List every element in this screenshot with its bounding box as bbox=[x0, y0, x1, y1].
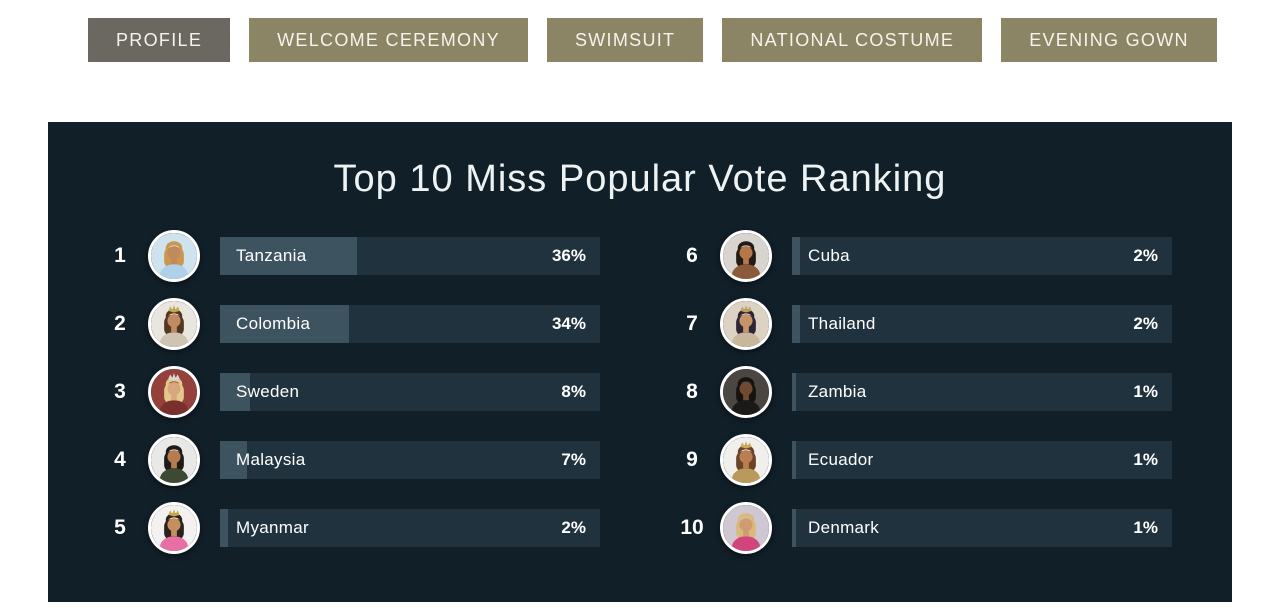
contestant-avatar bbox=[720, 502, 772, 554]
vote-bar-fill bbox=[220, 441, 247, 479]
contestant-avatar bbox=[148, 434, 200, 486]
percent-label: 34% bbox=[551, 314, 586, 333]
percent-label: 8% bbox=[561, 382, 586, 401]
vote-bar-fill bbox=[792, 237, 800, 275]
tab-label: WELCOME CEREMONY bbox=[277, 29, 500, 50]
vote-bar: Sweden 8% bbox=[220, 373, 600, 411]
popular-vote-panel: Top 10 Miss Popular Vote Ranking 1 Tanza… bbox=[48, 122, 1232, 602]
rank-number: 9 bbox=[686, 448, 698, 471]
tab-label: EVENING GOWN bbox=[1029, 29, 1189, 50]
vote-bar: Ecuador 1% bbox=[792, 441, 1172, 479]
country-label: Colombia bbox=[236, 314, 311, 333]
vote-bar: Colombia 34% bbox=[220, 305, 600, 343]
vote-bar: Myanmar 2% bbox=[220, 509, 600, 547]
percent-label: 1% bbox=[1133, 518, 1158, 537]
ranking-grid: 1 Tanzania 36% 2 Colombia 34% 3 Sweden 8… bbox=[100, 222, 1172, 562]
tab-national-costume[interactable]: NATIONAL COSTUME bbox=[722, 18, 983, 62]
contestant-avatar bbox=[148, 366, 200, 418]
rank-number: 4 bbox=[114, 448, 126, 471]
contestant-avatar bbox=[720, 230, 772, 282]
tab-label: PROFILE bbox=[116, 29, 203, 50]
rank-number: 1 bbox=[114, 244, 126, 267]
vote-bar-fill bbox=[220, 373, 251, 411]
ranking-row: 2 Colombia 34% bbox=[100, 290, 600, 358]
percent-label: 1% bbox=[1133, 382, 1158, 401]
tab-welcome-ceremony[interactable]: WELCOME CEREMONY bbox=[249, 18, 528, 62]
contestant-avatar bbox=[720, 366, 772, 418]
ranking-row: 3 Sweden 8% bbox=[100, 358, 600, 426]
country-label: Tanzania bbox=[236, 246, 307, 265]
ranking-row: 5 Myanmar 2% bbox=[100, 494, 600, 562]
contestant-avatar bbox=[148, 298, 200, 350]
ranking-row: 7 Thailand 2% bbox=[672, 290, 1172, 358]
country-label: Zambia bbox=[808, 382, 867, 401]
country-label: Thailand bbox=[808, 314, 876, 333]
country-label: Sweden bbox=[236, 382, 300, 401]
ranking-row: 8 Zambia 1% bbox=[672, 358, 1172, 426]
percent-label: 1% bbox=[1133, 450, 1158, 469]
vote-bar-fill bbox=[220, 509, 228, 547]
rank-number: 2 bbox=[114, 312, 126, 335]
contestant-avatar bbox=[720, 434, 772, 486]
contestant-avatar bbox=[148, 502, 200, 554]
vote-bar: Tanzania 36% bbox=[220, 237, 600, 275]
vote-bar: Thailand 2% bbox=[792, 305, 1172, 343]
tab-profile[interactable]: PROFILE bbox=[88, 18, 231, 62]
tab-label: SWIMSUIT bbox=[574, 29, 676, 50]
vote-bar-fill bbox=[220, 237, 357, 275]
vote-bar: Denmark 1% bbox=[792, 509, 1172, 547]
rank-number: 3 bbox=[114, 380, 126, 403]
ranking-row: 1 Tanzania 36% bbox=[100, 222, 600, 290]
percent-label: 36% bbox=[551, 246, 586, 265]
vote-bar-fill bbox=[792, 509, 796, 547]
ranking-row: 10 Denmark 1% bbox=[672, 494, 1172, 562]
rank-number: 7 bbox=[686, 312, 698, 335]
rank-number: 5 bbox=[114, 516, 126, 539]
percent-label: 2% bbox=[1133, 314, 1158, 333]
percent-label: 2% bbox=[1133, 246, 1158, 265]
country-label: Ecuador bbox=[808, 450, 874, 469]
percent-label: 7% bbox=[561, 450, 586, 469]
category-tabs: PROFILE WELCOME CEREMONY SWIMSUIT NATION… bbox=[88, 18, 1217, 62]
panel-title: Top 10 Miss Popular Vote Ranking bbox=[333, 158, 947, 200]
ranking-row: 9 Ecuador 1% bbox=[672, 426, 1172, 494]
ranking-row: 4 Malaysia 7% bbox=[100, 426, 600, 494]
ranking-column-right: 6 Cuba 2% 7 Thailand 2% 8 Zambia 1% 9 Ec… bbox=[672, 222, 1172, 562]
ranking-row: 6 Cuba 2% bbox=[672, 222, 1172, 290]
vote-bar: Cuba 2% bbox=[792, 237, 1172, 275]
vote-bar-fill bbox=[220, 305, 350, 343]
vote-bar-fill bbox=[792, 441, 796, 479]
rank-number: 6 bbox=[686, 244, 698, 267]
tab-label: NATIONAL COSTUME bbox=[750, 29, 955, 50]
contestant-avatar bbox=[148, 230, 200, 282]
ranking-column-left: 1 Tanzania 36% 2 Colombia 34% 3 Sweden 8… bbox=[100, 222, 600, 562]
vote-bar: Zambia 1% bbox=[792, 373, 1172, 411]
vote-bar: Malaysia 7% bbox=[220, 441, 600, 479]
contestant-avatar bbox=[720, 298, 772, 350]
vote-bar-fill bbox=[792, 373, 796, 411]
tab-swimsuit[interactable]: SWIMSUIT bbox=[546, 18, 704, 62]
vote-bar-fill bbox=[792, 305, 800, 343]
country-label: Cuba bbox=[808, 246, 850, 265]
country-label: Denmark bbox=[808, 518, 880, 537]
rank-number: 8 bbox=[686, 380, 698, 403]
percent-label: 2% bbox=[561, 518, 586, 537]
rank-number: 10 bbox=[680, 516, 704, 539]
country-label: Myanmar bbox=[236, 518, 309, 537]
tab-evening-gown[interactable]: EVENING GOWN bbox=[1001, 18, 1217, 62]
country-label: Malaysia bbox=[236, 450, 306, 469]
